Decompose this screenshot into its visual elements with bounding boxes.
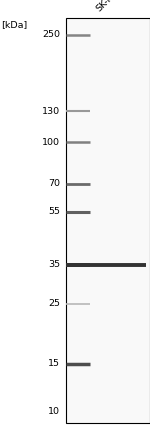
Text: [kDa]: [kDa]: [2, 20, 28, 29]
Text: 25: 25: [48, 299, 60, 309]
Text: 10: 10: [48, 407, 60, 415]
Text: 250: 250: [42, 30, 60, 40]
Text: 100: 100: [42, 138, 60, 146]
Text: 55: 55: [48, 207, 60, 217]
Text: 35: 35: [48, 260, 60, 269]
Text: SK-MEL-30: SK-MEL-30: [94, 0, 135, 13]
Bar: [66, 18, 150, 423]
Text: 130: 130: [42, 107, 60, 116]
Text: 15: 15: [48, 359, 60, 368]
Text: 70: 70: [48, 179, 60, 188]
